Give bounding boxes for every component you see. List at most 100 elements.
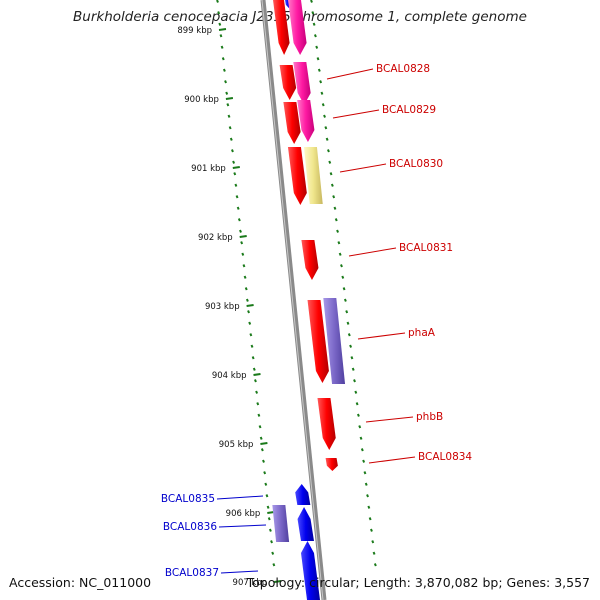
outer-tick (364, 482, 368, 486)
minor-tick (242, 264, 246, 268)
outer-tick (312, 22, 316, 26)
major-tick (260, 442, 268, 445)
outer-tick (368, 517, 372, 521)
gene-arrow[interactable] (317, 398, 336, 450)
outer-tick (343, 298, 347, 302)
outer-tick (366, 494, 369, 498)
minor-tick (266, 505, 270, 509)
gene-arrow[interactable] (325, 458, 338, 471)
gene-feature[interactable] (303, 147, 323, 204)
minor-tick (256, 402, 260, 406)
minor-tick (219, 34, 223, 38)
outer-tick (333, 206, 337, 210)
gene-arrow[interactable] (287, 147, 307, 205)
gene-label[interactable]: BCAL0836 (163, 521, 217, 533)
gene-arrow[interactable] (301, 240, 319, 280)
accession-text: Accession: NC_011000 (9, 575, 152, 590)
outer-tick (332, 195, 336, 199)
gene-feature[interactable] (272, 505, 290, 542)
minor-tick (259, 436, 263, 440)
kbp-tick-label: 902 kbp (198, 233, 233, 243)
gene-arrow[interactable] (295, 484, 311, 505)
gene-arrow[interactable] (307, 300, 329, 383)
gene-label[interactable]: BCAL0828 (376, 63, 430, 75)
gene-label[interactable]: BCAL0837 (165, 567, 219, 579)
major-tick (232, 166, 240, 169)
outer-tick (325, 137, 329, 141)
minor-tick (222, 68, 226, 72)
minor-tick (251, 356, 255, 360)
outer-tick (367, 505, 371, 509)
gene-arrow[interactable] (297, 100, 315, 142)
minor-tick (226, 103, 230, 107)
minor-tick (265, 494, 269, 498)
outer-tick (337, 241, 341, 245)
gene-arrow[interactable] (297, 507, 315, 541)
outer-tick (334, 218, 338, 222)
gene-arrow[interactable] (301, 541, 320, 600)
kbp-tick-label: 903 kbp (205, 302, 240, 312)
kbp-tick-label: 900 kbp (184, 95, 219, 105)
outer-tick (324, 126, 328, 130)
minor-tick (229, 137, 233, 141)
gene-arrow[interactable] (273, 0, 290, 55)
label-leader-line (332, 109, 380, 119)
gene-label[interactable]: BCAL0834 (418, 451, 472, 463)
minor-tick (231, 149, 234, 153)
minor-tick (272, 563, 276, 567)
gene-feature[interactable] (323, 298, 346, 384)
minor-tick (257, 413, 261, 417)
gene-label[interactable]: phaA (408, 327, 436, 339)
outer-tick (316, 57, 320, 61)
major-tick (246, 304, 254, 307)
gene-label[interactable]: phbB (416, 411, 443, 423)
gene-label[interactable]: BCAL0830 (389, 158, 443, 170)
minor-tick (235, 195, 239, 199)
outer-tick (320, 91, 324, 95)
minor-tick (268, 528, 272, 532)
gene-arrow[interactable] (283, 102, 301, 144)
outer-tick (323, 114, 326, 118)
minor-tick (234, 183, 238, 187)
label-leader-line (368, 456, 416, 464)
minor-tick (249, 333, 253, 337)
label-leader-line (220, 570, 259, 574)
minor-tick (260, 448, 264, 452)
outer-tick (370, 528, 373, 532)
minor-tick (221, 57, 225, 61)
major-tick (239, 235, 247, 238)
gene-label[interactable]: BCAL0835 (161, 493, 215, 505)
label-leader-line (339, 163, 387, 173)
outer-tick (358, 425, 362, 429)
major-tick (253, 373, 261, 376)
kbp-tick-label: 907 kbp (233, 578, 268, 588)
gene-label[interactable]: BCAL0829 (382, 104, 436, 116)
gene-arrow[interactable] (293, 62, 311, 105)
label-leader-line (216, 495, 264, 500)
minor-tick (252, 367, 256, 371)
outer-tick (356, 413, 360, 417)
outer-tick (328, 160, 332, 164)
outer-tick (336, 229, 339, 233)
genome-summary: Topology: circular; Length: 3,870,082 bp… (246, 575, 590, 590)
outer-tick (351, 367, 355, 371)
outer-tick (315, 45, 319, 49)
gene-label[interactable]: BCAL0831 (399, 242, 453, 254)
major-tick (218, 28, 227, 31)
outer-tick (321, 103, 325, 107)
outer-tick (345, 310, 349, 314)
backbone-line (260, 0, 327, 600)
minor-tick (236, 206, 240, 210)
gene-arrow[interactable] (279, 65, 297, 100)
outer-tick (319, 80, 323, 84)
label-leader-line (348, 247, 397, 257)
outer-tick (355, 402, 359, 406)
outer-tick (360, 448, 364, 452)
outer-tick (353, 379, 356, 383)
outer-tick (330, 183, 334, 187)
gene-arrow[interactable] (288, 0, 307, 55)
minor-tick (220, 45, 224, 49)
minor-tick (255, 390, 259, 394)
outer-tick (340, 264, 343, 268)
